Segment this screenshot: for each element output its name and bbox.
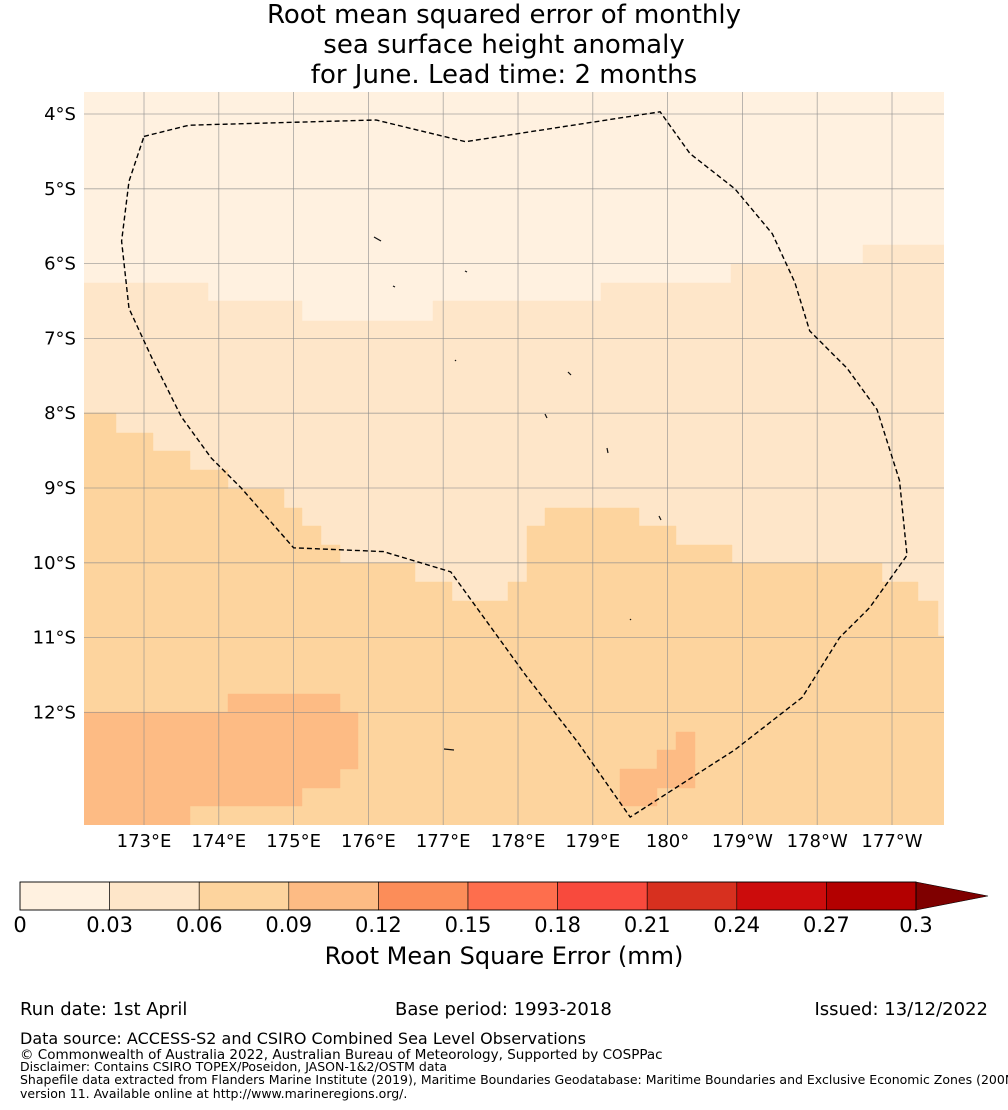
colorbar-swatch [557, 881, 648, 911]
island-outline [658, 515, 662, 521]
rmse-patch-4 [84, 693, 359, 825]
colorbar-tick-label: 0.24 [713, 913, 760, 937]
lat-tick-label: 9°S [44, 478, 76, 499]
colorbar-swatch [378, 881, 469, 911]
title-line-2: sea surface height anomaly [323, 30, 685, 60]
lon-tick-label: 178°W [787, 831, 848, 852]
island-outline [464, 270, 468, 273]
colorbar-tick-label: 0 [13, 913, 26, 937]
run-date: Run date: 1st April [20, 999, 188, 1020]
colorbar-tick-label: 0.06 [176, 913, 223, 937]
latitude-labels: 4°S 5°S 6°S 7°S 8°S 9°S 10°S 11°S 12°S [33, 104, 76, 723]
island-outline [373, 236, 382, 242]
colorbar-swatch [826, 881, 917, 911]
colorbar-tick-label: 0.12 [355, 913, 402, 937]
base-period: Base period: 1993-2018 [395, 999, 612, 1020]
colorbar-swatch [736, 881, 827, 911]
colorbar-tick-label: 0.21 [624, 913, 671, 937]
colorbar-extend-arrow [915, 881, 989, 911]
title-line-3: for June. Lead time: 2 months [310, 60, 698, 90]
shapefile-credit-1: Shapefile data extracted from Flanders M… [20, 1072, 1008, 1087]
colorbar-swatch [109, 881, 200, 911]
lon-tick-label: 176°E [341, 831, 396, 852]
colorbar-tick-label: 0.3 [899, 913, 932, 937]
colorbar-tick-label: 0.09 [265, 913, 312, 937]
lon-tick-label: 178°E [491, 831, 546, 852]
colorbar: 0 0.03 0.06 0.09 0.12 0.15 0.18 0.21 0.24 0.27 0.3 [13, 881, 989, 937]
island-outline [606, 447, 609, 454]
colorbar-swatch [467, 881, 558, 911]
issued-date: Issued: 13/12/2022 [814, 999, 988, 1020]
disclaimer-text: Disclaimer: Contains CSIRO TOPEX/Poseido… [20, 1059, 448, 1074]
lon-tick-label: 174°E [191, 831, 246, 852]
map-title: Root mean squared error of monthly sea s… [0, 0, 1008, 90]
lon-tick-label: 179°W [712, 831, 773, 852]
data-source: Data source: ACCESS-S2 and CSIRO Combine… [20, 1029, 586, 1048]
colorbar-tick-label: 0.18 [534, 913, 581, 937]
lon-tick-label: 179°E [565, 831, 620, 852]
lat-tick-label: 10°S [33, 553, 76, 574]
colorbar-tick-label: 0.15 [445, 913, 492, 937]
lon-tick-label: 173°E [117, 831, 172, 852]
island-outline [629, 618, 632, 621]
lat-tick-label: 8°S [44, 403, 76, 424]
map-figure: 4°S 5°S 6°S 7°S 8°S 9°S 10°S 11°S 12°S 173°E 174°… [13, 92, 989, 937]
lat-tick-label: 4°S [44, 104, 76, 125]
colorbar-frame [19, 881, 917, 911]
gridlines [84, 92, 944, 825]
island-outline [567, 371, 572, 376]
lon-tick-label: 177°W [861, 831, 922, 852]
rmse-field [84, 92, 944, 825]
colorbar-swatch [646, 881, 738, 911]
lat-tick-label: 7°S [44, 328, 76, 349]
lon-tick-label: 180° [646, 831, 689, 852]
islands [373, 236, 662, 751]
island-outline [443, 748, 455, 751]
title-line-1: Root mean squared error of monthly [266, 0, 742, 30]
lon-tick-label: 175°E [266, 831, 321, 852]
longitude-labels: 173°E 174°E 175°E 176°E 177°E 178°E 179°E 180° 1… [117, 831, 923, 852]
island-outline [544, 413, 548, 419]
colorbar-swatch [198, 881, 290, 911]
colorbar-swatch [19, 881, 110, 911]
copyright-text: © Commonwealth of Australia 2022, Austra… [20, 1047, 663, 1063]
lat-tick-label: 5°S [44, 179, 76, 200]
shapefile-credit-2: version 11. Available online at http://w… [20, 1086, 408, 1101]
colorbar-tick-label: 0.03 [86, 913, 133, 937]
lon-tick-label: 177°E [416, 831, 471, 852]
colorbar-tick-label: 0.27 [803, 913, 850, 937]
colorbar-title: Root Mean Square Error (mm) [324, 942, 684, 970]
island-outline [454, 359, 457, 362]
lat-tick-label: 12°S [33, 702, 76, 723]
colorbar-swatch [288, 881, 379, 911]
island-outline [392, 285, 396, 288]
lat-tick-label: 11°S [33, 628, 76, 649]
lat-tick-label: 6°S [44, 254, 76, 275]
